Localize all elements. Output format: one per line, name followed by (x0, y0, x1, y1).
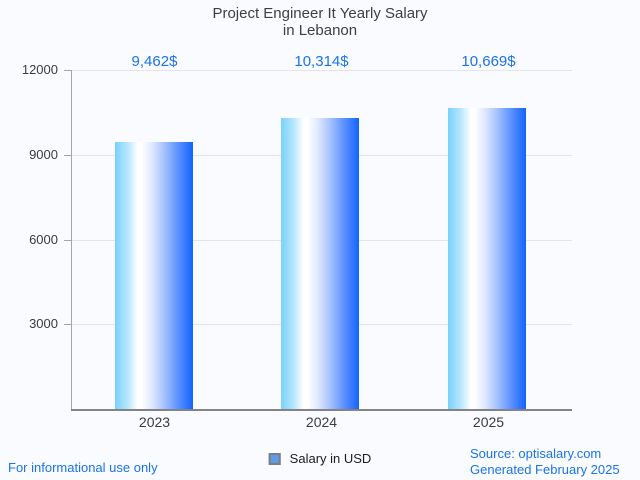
legend-square-icon (268, 452, 281, 465)
y-axis-tick (64, 240, 71, 241)
y-tick-label-9000: 9000 (29, 147, 58, 162)
y-axis-tick (64, 155, 71, 156)
chart-title-line1: Project Engineer It Yearly Salary (212, 5, 428, 22)
bar-2023 (115, 142, 193, 409)
bar-value-label-2024: 10,314$ (294, 53, 349, 70)
bar-2024 (281, 118, 359, 409)
chart-title: Project Engineer It Yearly Salary in Leb… (0, 5, 640, 39)
chart-title-line2: in Lebanon (282, 22, 358, 39)
y-tick-label-3000: 3000 (29, 316, 58, 331)
generated-date: Generated February 2025 (470, 462, 620, 477)
plot-area (64, 70, 572, 411)
x-tick-label-2025: 2025 (472, 414, 505, 430)
y-axis-tick (64, 70, 71, 71)
bar-2025 (448, 108, 526, 409)
legend-label: Salary in USD (289, 451, 372, 466)
disclaimer-text: For informational use only (8, 460, 158, 475)
source-attribution: Source: optisalary.com Generated Februar… (470, 446, 620, 478)
gridline-12000 (71, 70, 572, 71)
x-tick-label-2024: 2024 (305, 414, 338, 430)
source-link[interactable]: Source: optisalary.com (470, 446, 602, 461)
bar-value-label-2023: 9,462$ (131, 53, 178, 70)
y-axis-tick (64, 324, 71, 325)
y-tick-label-6000: 6000 (29, 232, 58, 247)
x-tick-label-2023: 2023 (138, 414, 171, 430)
x-axis-line (71, 409, 572, 411)
y-axis-line (71, 70, 72, 409)
y-tick-label-12000: 12000 (21, 62, 58, 77)
chart-legend: Salary in USD (268, 451, 372, 466)
bar-value-label-2025: 10,669$ (461, 53, 516, 70)
